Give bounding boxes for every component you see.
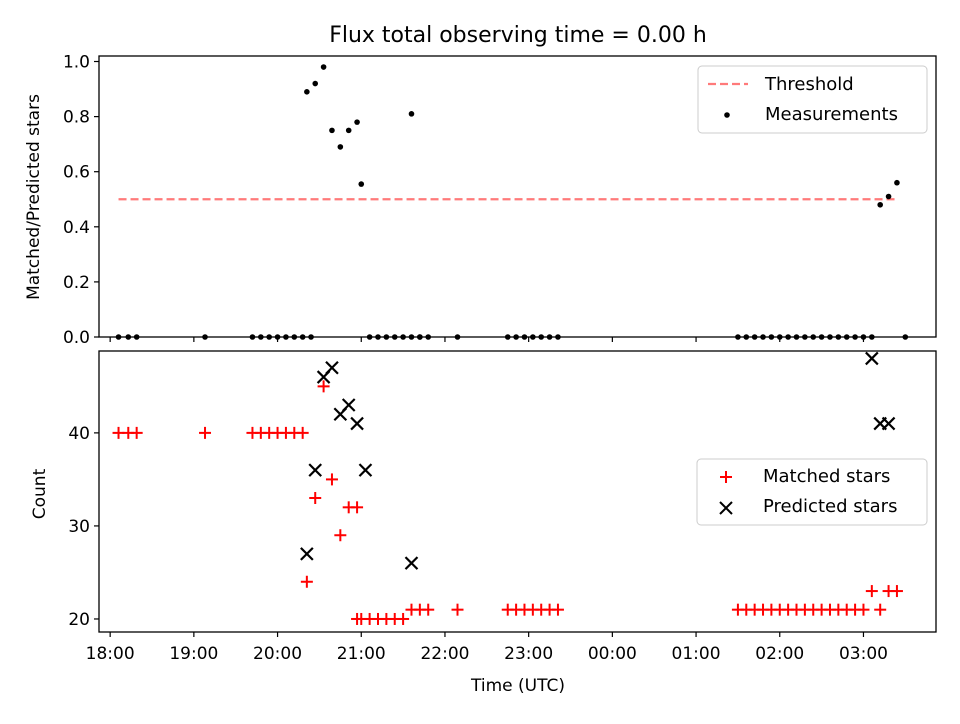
x-tick-label-8: 02:00 (755, 644, 804, 664)
top-chart-title: Flux total observing time = 0.00 h (329, 23, 707, 48)
predicted-star-3 (325, 360, 339, 375)
matched-star-2 (130, 426, 143, 439)
x-tick-label-7: 01:00 (672, 644, 721, 664)
x-tick-label-4: 22:00 (420, 644, 469, 664)
x-tick-label-6: 00:00 (588, 644, 637, 664)
top-legend: Threshold Measurements (697, 65, 928, 134)
measurement-point-14 (320, 64, 327, 70)
bottom-y-tick-label-2: 40 (68, 424, 90, 444)
bottom-plot-frame (98, 350, 937, 633)
legend-measurements-swatch (724, 112, 730, 118)
predicted-star-11 (881, 416, 896, 431)
measurement-point-15 (329, 127, 335, 134)
legend-predicted-swatch (719, 501, 733, 515)
top-y-tick-label-5: 1.0 (63, 53, 90, 73)
x-tick-label-3: 21:00 (337, 644, 386, 664)
x-axis-label: Time (UTC) (470, 676, 565, 696)
x-tick-label-5: 23:00 (504, 644, 553, 664)
matched-star-3 (199, 426, 212, 439)
matched-star-28 (451, 603, 464, 616)
bottom-y-axis-label: Count (30, 468, 50, 519)
top-y-tick-label-0: 0.0 (63, 328, 90, 348)
matched-star-17 (351, 501, 364, 514)
top-y-tick-label-2: 0.4 (63, 218, 90, 238)
x-tick-label-9: 03:00 (839, 644, 888, 664)
predicted-star-5 (341, 398, 356, 412)
legend-matched-label: Matched stars (763, 466, 890, 487)
measurement-point-57 (894, 179, 900, 186)
x-tick-label-1: 19:00 (169, 644, 218, 664)
matched-star-24 (397, 612, 410, 625)
measurement-point-13 (312, 80, 319, 87)
measurement-point-16 (337, 144, 344, 150)
matched-star-12 (309, 492, 322, 505)
matched-star-53 (874, 603, 887, 616)
legend-threshold-label: Threshold (764, 74, 854, 95)
predicted-star-6 (350, 416, 364, 431)
legend-measurements-label: Measurements (765, 104, 898, 125)
measurement-point-27 (408, 111, 415, 117)
legend-predicted-label: Predicted stars (763, 496, 897, 517)
matched-star-35 (551, 603, 564, 616)
measurement-point-19 (358, 181, 365, 187)
matched-star-27 (422, 603, 435, 616)
measurement-point-17 (345, 127, 352, 134)
x-tick-label-2: 20:00 (253, 644, 302, 664)
top-legend-box (697, 65, 928, 134)
top-plot-frame (98, 55, 937, 338)
predicted-star-8 (404, 556, 419, 570)
x-tick-label-0: 18:00 (86, 644, 135, 664)
top-panel: 0.0 0.2 0.4 0.6 0.8 1.0 (63, 53, 909, 348)
bottom-y-tick-label-0: 20 (68, 610, 90, 630)
matched-star-51 (857, 603, 870, 616)
matched-star-10 (296, 426, 309, 439)
predicted-star-1 (308, 463, 323, 477)
measurement-point-56 (885, 193, 892, 200)
legend-matched-swatch (720, 471, 732, 483)
matched-star-55 (890, 585, 903, 598)
bottom-legend: Matched stars Predicted stars (696, 458, 928, 526)
matched-star-14 (325, 473, 338, 486)
measurement-point-18 (354, 119, 360, 125)
matched-star-15 (334, 529, 347, 542)
measurement-point-55 (877, 201, 883, 208)
bottom-panel: 18:00 19:00 20:00 21:00 22:00 23:00 00:00 01:00… (68, 351, 903, 664)
predicted-star-9 (865, 351, 879, 366)
top-y-axis-label: Matched/Predicted stars (24, 94, 44, 300)
matched-star-11 (300, 575, 313, 588)
bottom-y-tick-label-1: 30 (68, 517, 90, 537)
predicted-star-7 (358, 463, 373, 477)
top-y-tick-label-1: 0.2 (63, 273, 90, 293)
matched-star-13 (317, 380, 330, 393)
measurement-point-12 (304, 89, 310, 95)
bottom-legend-box (696, 458, 928, 526)
predicted-star-0 (300, 547, 314, 561)
top-y-tick-label-4: 0.8 (63, 108, 90, 128)
top-y-tick-label-3: 0.6 (63, 163, 90, 183)
matched-star-52 (865, 585, 878, 598)
